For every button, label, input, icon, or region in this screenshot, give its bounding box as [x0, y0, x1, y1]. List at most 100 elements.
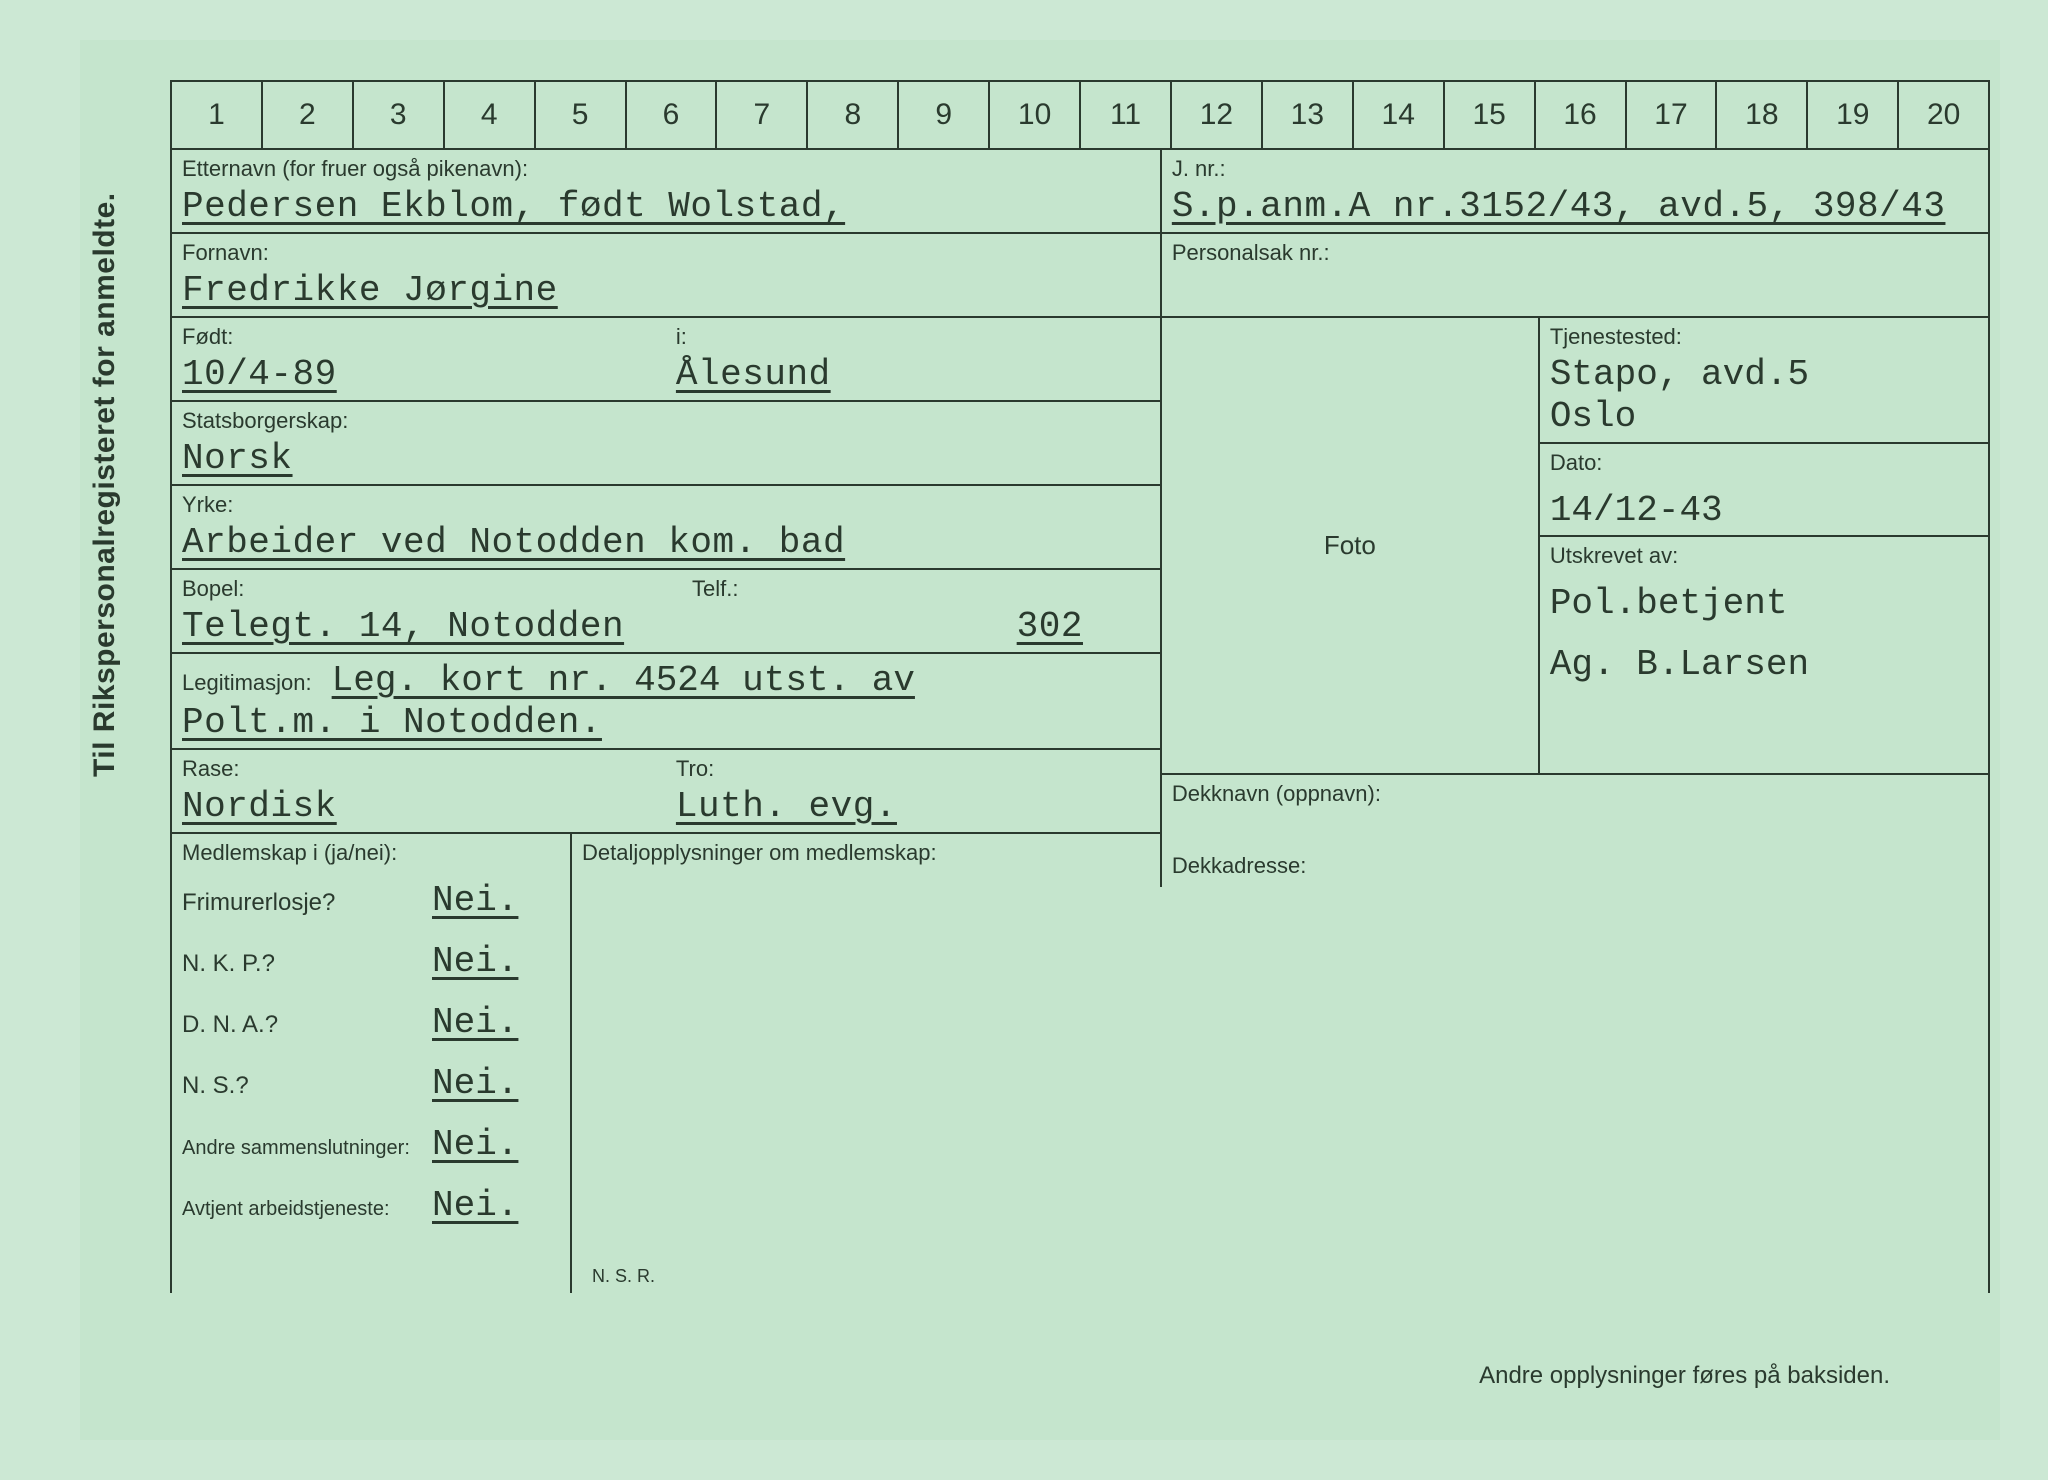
left-column: Etternavn (for fruer også pikenavn): Ped… — [172, 150, 1160, 1293]
label-telf: Telf.: — [692, 576, 738, 602]
field-bopel: Bopel: Telf.: Telegt. 14, Notodden 302 — [172, 570, 1160, 654]
value-fodt-sted: Ålesund — [676, 354, 1150, 396]
ruler-tick: 1 — [172, 82, 263, 148]
membership-section: Medlemskap i (ja/nei): Frimurerlosje? Ne… — [172, 834, 1160, 1293]
label-detaljopplysninger: Detaljopplysninger om medlemskap: — [582, 840, 1150, 866]
ruler-tick: 13 — [1263, 82, 1354, 148]
field-yrke: Yrke: Arbeider ved Notodden kom. bad — [172, 486, 1160, 570]
field-rase-tro: Rase: Nordisk Tro: Luth. evg. — [172, 750, 1160, 834]
value-etternavn: Pedersen Ekblom, født Wolstad, — [182, 186, 1150, 228]
right-column: J. nr.: S.p.anm.A nr.3152/43, avd.5, 398… — [1160, 150, 1988, 1293]
membership-details: Detaljopplysninger om medlemskap: N. S. … — [572, 834, 1160, 1293]
value-utskrevet-1: Pol.betjent — [1550, 573, 1978, 624]
field-tjenestested: Tjenestested: Stapo, avd.5 Oslo — [1540, 318, 1988, 444]
label-fornavn: Fornavn: — [182, 240, 1150, 266]
label-dato: Dato: — [1550, 450, 1978, 476]
foto-and-meta: Foto Tjenestested: Stapo, avd.5 Oslo Dat… — [1160, 318, 1988, 775]
value-utskrevet-2: Ag. B.Larsen — [1550, 624, 1978, 685]
side-title: Til Rikspersonalregisteret for anmeldte. — [88, 192, 122, 777]
label-tro: Tro: — [676, 756, 1150, 782]
value-tjenestested-1: Stapo, avd.5 — [1550, 354, 1978, 396]
value-personalsak — [1172, 270, 1978, 312]
ruler-tick: 15 — [1445, 82, 1536, 148]
ruler-tick: 5 — [536, 82, 627, 148]
label-jnr: J. nr.: — [1172, 156, 1978, 182]
value-yrke: Arbeider ved Notodden kom. bad — [182, 522, 1150, 564]
foto-box: Foto — [1160, 318, 1540, 773]
footer-note: Andre opplysninger føres på baksiden. — [1479, 1362, 1890, 1390]
ruler-tick: 2 — [263, 82, 354, 148]
value-statsborgerskap: Norsk — [182, 438, 1150, 480]
label-personalsak: Personalsak nr.: — [1172, 240, 1978, 266]
value-dekknavn — [1172, 811, 1978, 853]
ruler-tick: 4 — [445, 82, 536, 148]
mlabel-dna: D. N. A.? — [182, 1011, 432, 1039]
membership-dna: D. N. A.? Nei. — [172, 992, 570, 1053]
ruler-tick: 18 — [1717, 82, 1808, 148]
label-utskrevet: Utskrevet av: — [1550, 543, 1978, 569]
label-medlemskap: Medlemskap i (ja/nei): — [182, 840, 560, 866]
label-foto: Foto — [1324, 530, 1376, 561]
label-etternavn: Etternavn (for fruer også pikenavn): — [182, 156, 1150, 182]
ruler-tick: 10 — [990, 82, 1081, 148]
membership-list: Medlemskap i (ja/nei): Frimurerlosje? Ne… — [172, 834, 572, 1293]
meta-column: Tjenestested: Stapo, avd.5 Oslo Dato: 14… — [1540, 318, 1988, 773]
membership-avtjent: Avtjent arbeidstjeneste: Nei. — [172, 1175, 570, 1236]
label-yrke: Yrke: — [182, 492, 1150, 518]
nsr-mark: N. S. R. — [582, 1246, 1150, 1287]
mval-avtjent: Nei. — [432, 1185, 560, 1226]
ruler-tick: 17 — [1627, 82, 1718, 148]
membership-ns: N. S.? Nei. — [172, 1053, 570, 1114]
value-fodt: 10/4-89 — [182, 354, 656, 396]
value-jnr: S.p.anm.A nr.3152/43, avd.5, 398/43 — [1172, 186, 1978, 228]
value-telf: 302 — [950, 606, 1150, 648]
registration-card: Til Rikspersonalregisteret for anmeldte.… — [80, 40, 2000, 1440]
mval-andre: Nei. — [432, 1124, 560, 1165]
value-tro: Luth. evg. — [676, 786, 1150, 828]
ruler-tick: 16 — [1536, 82, 1627, 148]
field-fornavn: Fornavn: Fredrikke Jørgine — [172, 234, 1160, 318]
label-bopel: Bopel: — [182, 576, 1150, 602]
field-etternavn: Etternavn (for fruer også pikenavn): Ped… — [172, 150, 1160, 234]
ruler-tick: 9 — [899, 82, 990, 148]
form-body: Etternavn (for fruer også pikenavn): Ped… — [170, 150, 1990, 1293]
value-fornavn: Fredrikke Jørgine — [182, 270, 1150, 312]
ruler-tick: 11 — [1081, 82, 1172, 148]
label-dekknavn: Dekknavn (oppnavn): — [1172, 781, 1978, 807]
membership-nkp: N. K. P.? Nei. — [172, 931, 570, 992]
label-statsborgerskap: Statsborgerskap: — [182, 408, 1150, 434]
membership-andre: Andre sammenslutninger: Nei. — [172, 1114, 570, 1175]
field-utskrevet: Utskrevet av: Pol.betjent Ag. B.Larsen — [1540, 537, 1988, 773]
mlabel-ns: N. S.? — [182, 1072, 432, 1100]
mval-ns: Nei. — [432, 1063, 560, 1104]
membership-frimurer: Frimurerlosje? Nei. — [172, 870, 570, 931]
ruler-tick: 20 — [1899, 82, 1988, 148]
mval-dna: Nei. — [432, 1002, 560, 1043]
label-legitimasjon: Legitimasjon: — [182, 670, 312, 696]
value-dato: 14/12-43 — [1550, 480, 1978, 531]
label-tjenestested: Tjenestested: — [1550, 324, 1978, 350]
value-legitimasjon-2: Polt.m. i Notodden. — [182, 702, 1150, 744]
ruler-tick: 8 — [808, 82, 899, 148]
ruler-tick: 19 — [1808, 82, 1899, 148]
value-legitimasjon-1: Leg. kort nr. 4524 utst. av — [332, 660, 915, 702]
mval-frimurer: Nei. — [432, 880, 560, 921]
ruler-tick: 3 — [354, 82, 445, 148]
mlabel-andre: Andre sammenslutninger: — [182, 1137, 432, 1159]
value-rase: Nordisk — [182, 786, 656, 828]
field-statsborgerskap: Statsborgerskap: Norsk — [172, 402, 1160, 486]
ruler-tick: 14 — [1354, 82, 1445, 148]
label-rase: Rase: — [182, 756, 656, 782]
field-dato: Dato: 14/12-43 — [1540, 444, 1988, 537]
ruler-tick: 12 — [1172, 82, 1263, 148]
value-bopel: Telegt. 14, Notodden — [182, 606, 950, 648]
mlabel-frimurer: Frimurerlosje? — [182, 889, 432, 917]
label-dekkadresse: Dekkadresse: — [1172, 853, 1978, 879]
mlabel-avtjent: Avtjent arbeidstjeneste: — [182, 1198, 432, 1220]
label-fodt: Født: — [182, 324, 656, 350]
field-legitimasjon: Legitimasjon: Leg. kort nr. 4524 utst. a… — [172, 654, 1160, 750]
field-dekknavn: Dekknavn (oppnavn): Dekkadresse: — [1160, 775, 1988, 887]
mlabel-nkp: N. K. P.? — [182, 950, 432, 978]
field-jnr: J. nr.: S.p.anm.A nr.3152/43, avd.5, 398… — [1160, 150, 1988, 318]
value-tjenestested-2: Oslo — [1550, 396, 1978, 438]
